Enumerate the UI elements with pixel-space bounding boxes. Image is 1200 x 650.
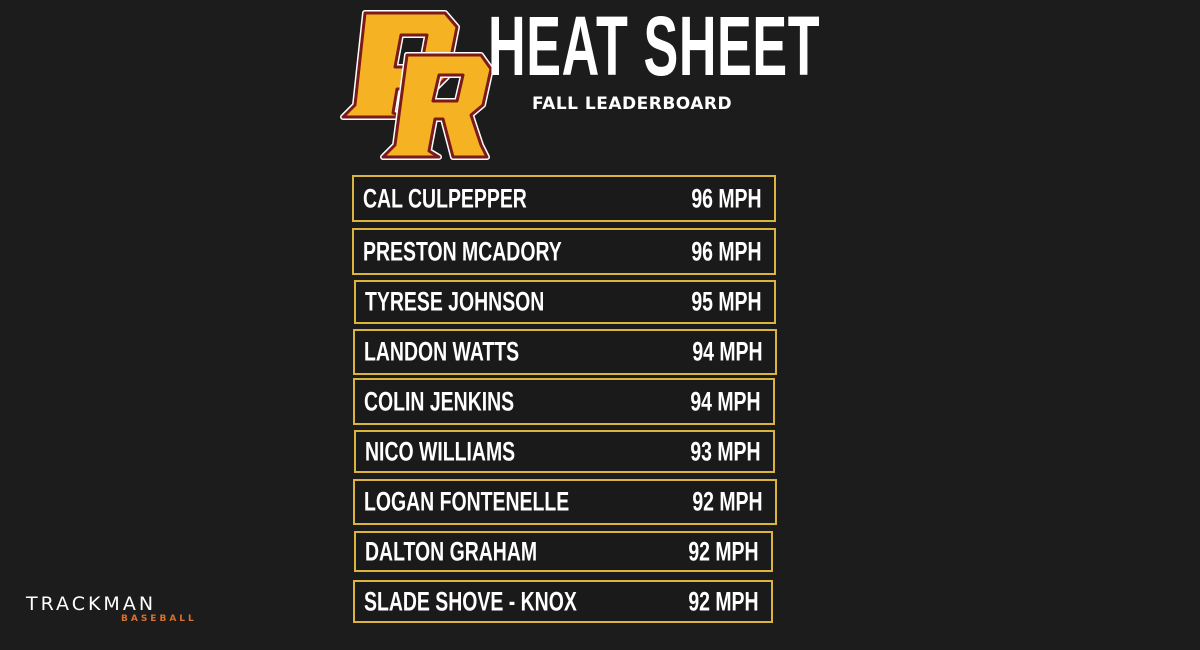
player-name: CAL CULPEPPER xyxy=(363,183,527,213)
leaderboard-row: COLIN JENKINS 94 MPH xyxy=(353,378,775,425)
trackman-logo-sub: BASEBALL xyxy=(121,614,197,624)
player-name: PRESTON MCADORY xyxy=(363,236,562,266)
leaderboard-row: DALTON GRAHAM 92 MPH xyxy=(354,531,773,572)
player-name: LANDON WATTS xyxy=(364,336,520,367)
player-name: COLIN JENKINS xyxy=(364,386,515,416)
page-subtitle: FALL LEADERBOARD xyxy=(532,94,733,114)
player-name: SLADE SHOVE - KNOX xyxy=(364,586,577,616)
player-name: LOGAN FONTENELLE xyxy=(364,486,570,517)
leaderboard-row: LANDON WATTS 94 MPH xyxy=(353,329,777,375)
page-title: HEAT SHEET xyxy=(488,0,821,93)
player-name: DALTON GRAHAM xyxy=(365,536,538,566)
player-speed: 94 MPH xyxy=(692,336,763,367)
player-speed: 96 MPH xyxy=(691,183,762,213)
player-speed: 92 MPH xyxy=(688,536,759,566)
player-speed: 93 MPH xyxy=(690,436,761,466)
leaderboard-row: PRESTON MCADORY 96 MPH xyxy=(352,228,776,275)
leaderboard-row: LOGAN FONTENELLE 92 MPH xyxy=(353,479,777,525)
player-speed: 92 MPH xyxy=(688,586,759,616)
player-speed: 94 MPH xyxy=(690,386,761,416)
pr-logo xyxy=(340,10,494,160)
player-speed: 96 MPH xyxy=(691,236,762,266)
leaderboard-row: CAL CULPEPPER 96 MPH xyxy=(352,175,776,222)
leaderboard-row: TYRESE JOHNSON 95 MPH xyxy=(354,280,776,324)
player-name: NICO WILLIAMS xyxy=(365,436,516,466)
player-name: TYRESE JOHNSON xyxy=(365,286,545,317)
leaderboard-row: SLADE SHOVE - KNOX 92 MPH xyxy=(353,580,773,623)
trackman-logo: TRACKMAN xyxy=(26,593,157,615)
player-speed: 92 MPH xyxy=(692,486,763,517)
player-speed: 95 MPH xyxy=(691,286,762,317)
leaderboard-row: NICO WILLIAMS 93 MPH xyxy=(354,430,775,473)
